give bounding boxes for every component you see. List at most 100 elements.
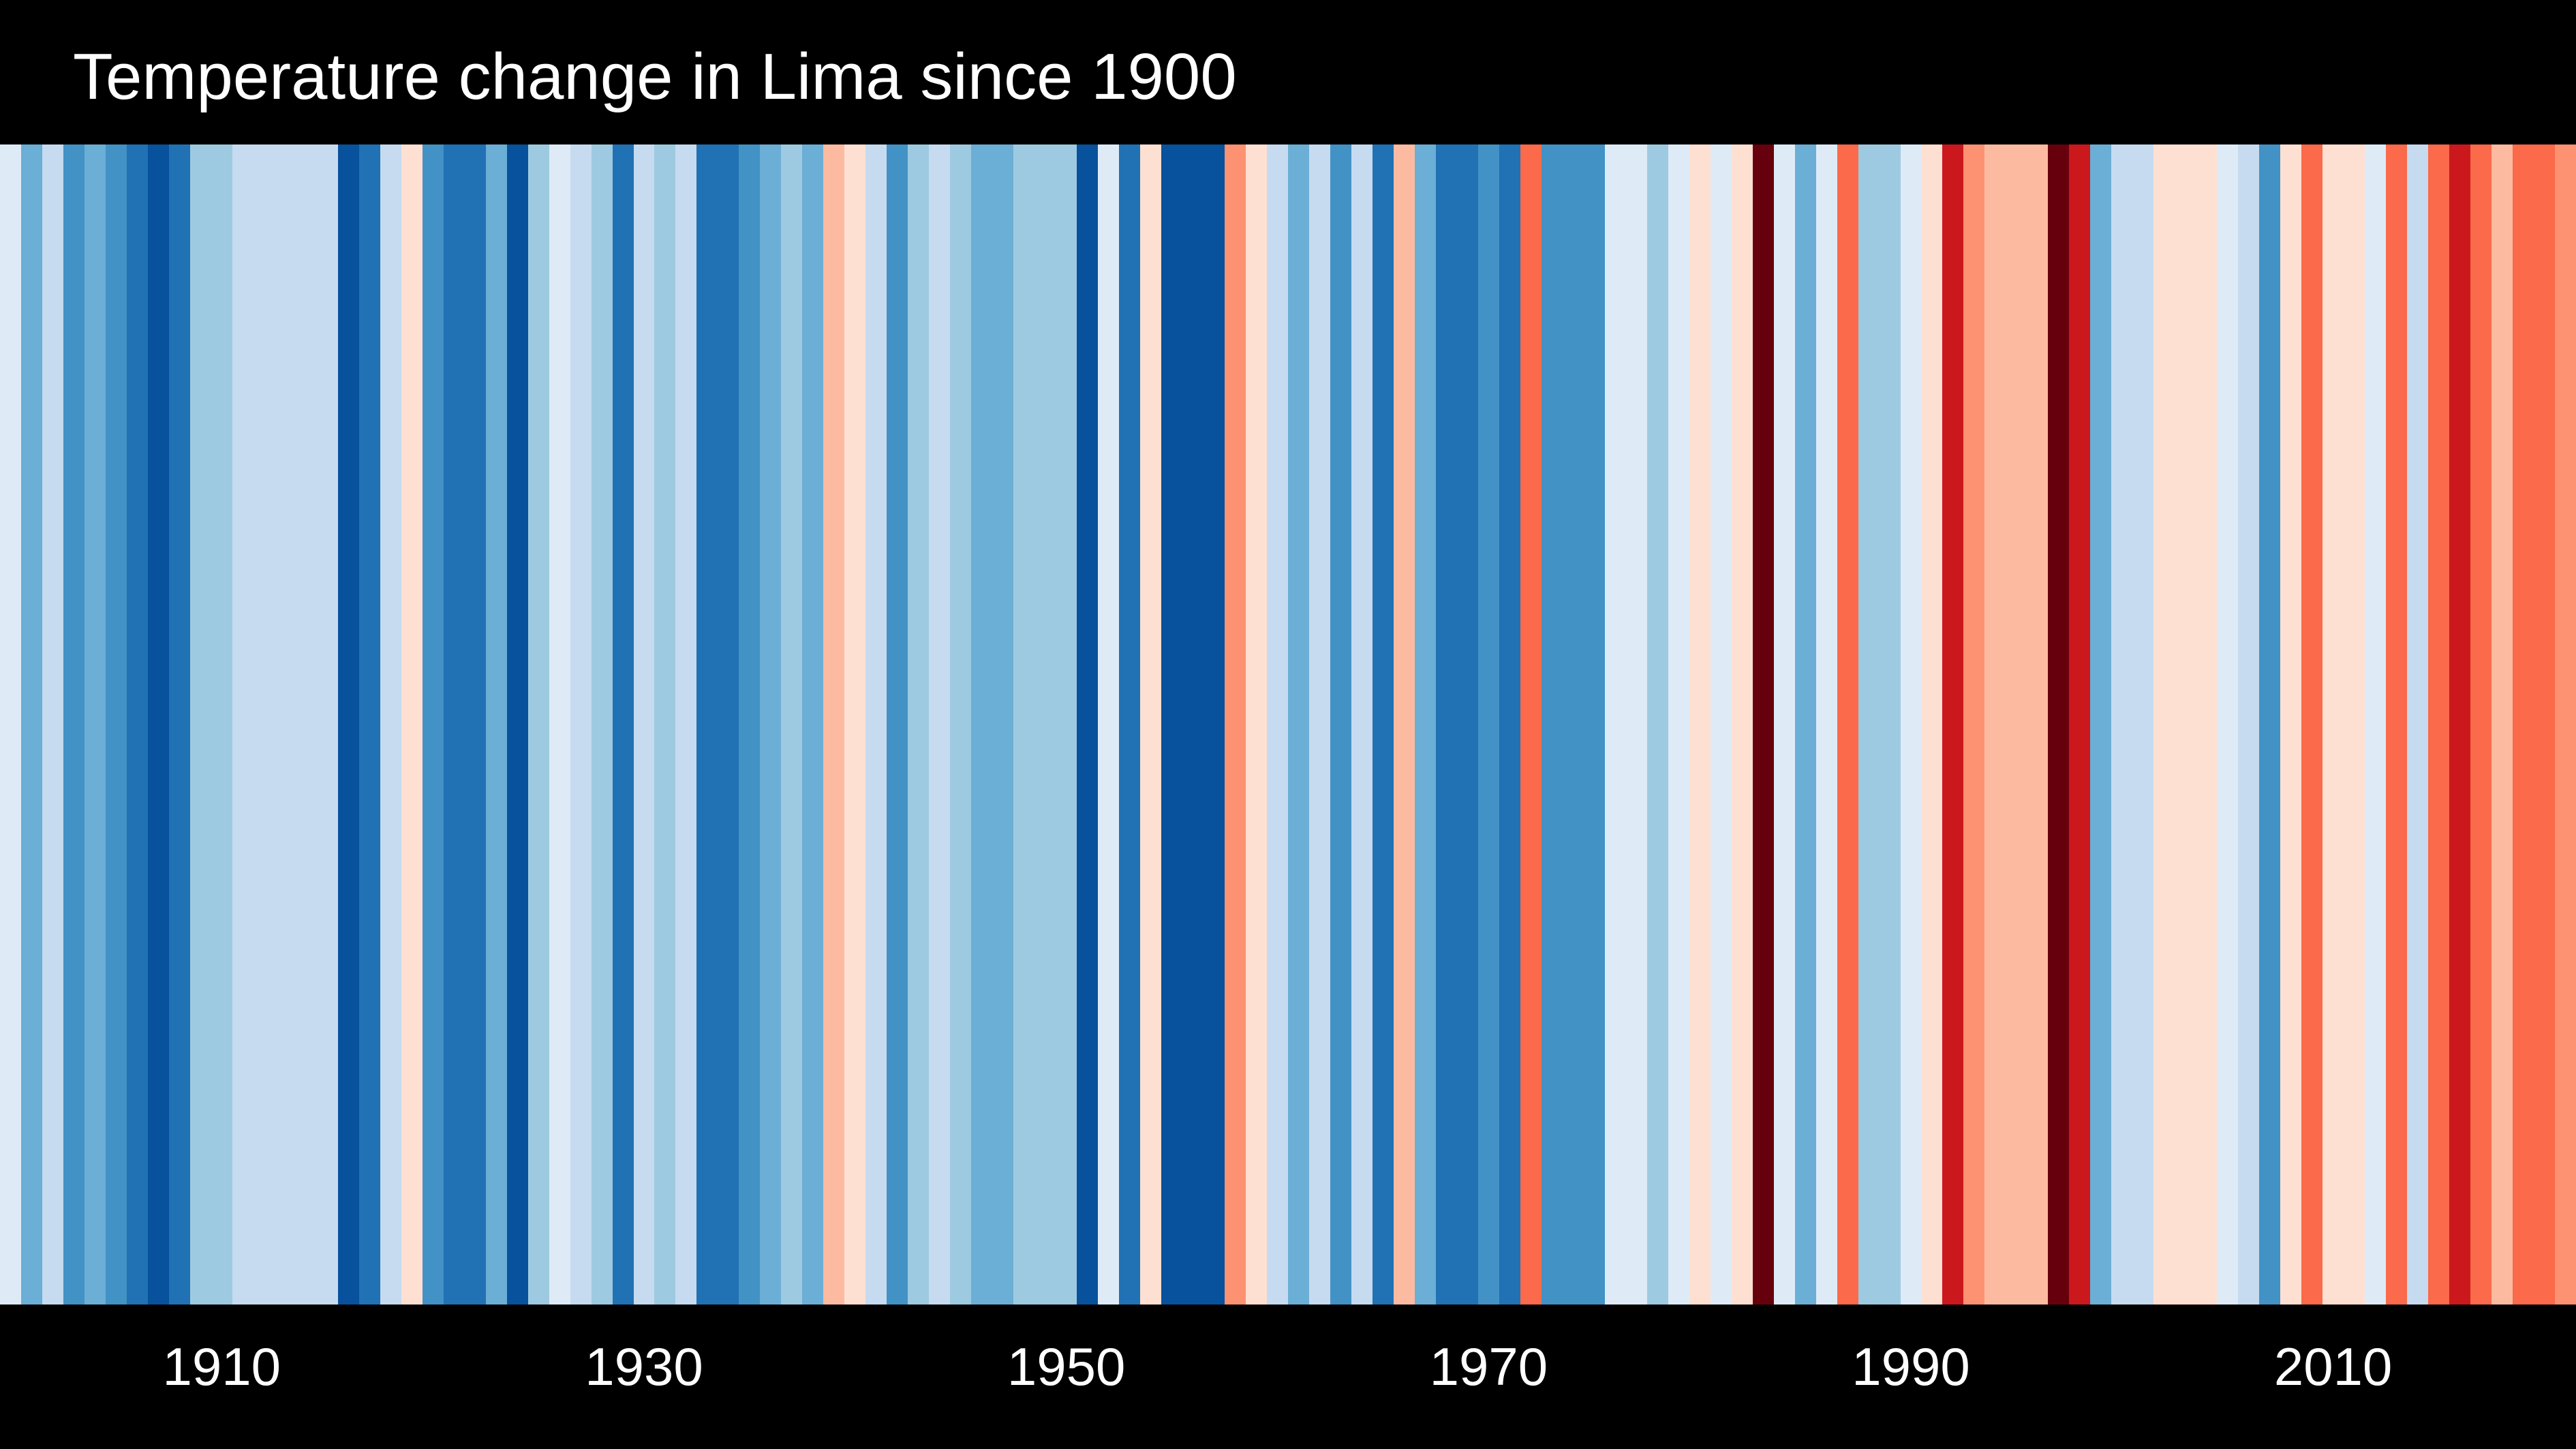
stripe-1933 [696, 144, 718, 1305]
x-tick-label: 1970 [1429, 1337, 1548, 1397]
stripe-1962 [1309, 144, 1331, 1305]
stripe-2021 [2555, 144, 2576, 1305]
stripe-1952 [1098, 144, 1120, 1305]
stripe-1910 [211, 144, 233, 1305]
x-axis: 1910 1930 1950 1970 1990 2010 [0, 1305, 2576, 1449]
stripe-1971 [1499, 144, 1521, 1305]
stripe-1960 [1267, 144, 1289, 1305]
stripe-1970 [1478, 144, 1500, 1305]
stripe-2005 [2217, 144, 2239, 1305]
stripe-1947 [992, 144, 1014, 1305]
chart-title: Temperature change in Lima since 1900 [73, 40, 1237, 113]
stripe-1963 [1330, 144, 1352, 1305]
stripe-1999 [2090, 144, 2112, 1305]
stripe-1904 [85, 144, 106, 1305]
stripe-1905 [106, 144, 127, 1305]
stripe-1955 [1161, 144, 1183, 1305]
stripe-2001 [2132, 144, 2154, 1305]
x-tick-label: 1990 [1852, 1337, 1970, 1397]
climate-stripes [0, 144, 2576, 1305]
stripe-1932 [675, 144, 697, 1305]
stripe-2002 [2153, 144, 2175, 1305]
stripe-1948 [1013, 144, 1035, 1305]
stripe-1949 [1034, 144, 1056, 1305]
stripe-2003 [2175, 144, 2196, 1305]
stripe-1911 [232, 144, 254, 1305]
stripe-1973 [1542, 144, 1563, 1305]
stripe-1998 [2069, 144, 2091, 1305]
stripe-1927 [570, 144, 592, 1305]
stripe-1964 [1351, 144, 1373, 1305]
stripe-2000 [2111, 144, 2133, 1305]
stripe-1992 [1942, 144, 1964, 1305]
stripe-1972 [1520, 144, 1542, 1305]
stripe-2009 [2301, 144, 2323, 1305]
stripe-1985 [1795, 144, 1817, 1305]
stripe-1965 [1373, 144, 1394, 1305]
stripe-2013 [2386, 144, 2408, 1305]
stripe-1939 [823, 144, 845, 1305]
x-tick-label: 2010 [2273, 1337, 2393, 1397]
stripe-1907 [148, 144, 170, 1305]
stripe-2018 [2491, 144, 2513, 1305]
stripe-1946 [971, 144, 993, 1305]
stripe-1954 [1140, 144, 1162, 1305]
stripe-2016 [2449, 144, 2471, 1305]
stripe-1908 [169, 144, 191, 1305]
stripe-1920 [423, 144, 444, 1305]
stripe-1951 [1077, 144, 1099, 1305]
stripe-1982 [1732, 144, 1753, 1305]
stripe-1959 [1246, 144, 1268, 1305]
stripe-1953 [1119, 144, 1141, 1305]
stripe-1975 [1584, 144, 1606, 1305]
stripe-1986 [1816, 144, 1838, 1305]
stripe-1925 [528, 144, 550, 1305]
stripe-1989 [1880, 144, 1901, 1305]
stripe-1976 [1605, 144, 1627, 1305]
stripe-2020 [2534, 144, 2556, 1305]
stripe-1909 [190, 144, 212, 1305]
stripe-1916 [338, 144, 360, 1305]
stripe-1979 [1668, 144, 1690, 1305]
stripe-1934 [718, 144, 739, 1305]
stripe-1995 [2006, 144, 2027, 1305]
stripe-1924 [507, 144, 529, 1305]
stripe-1993 [1963, 144, 1985, 1305]
stripe-1926 [549, 144, 571, 1305]
stripe-1942 [887, 144, 908, 1305]
stripe-2006 [2238, 144, 2260, 1305]
stripe-1994 [1984, 144, 2006, 1305]
stripe-1957 [1203, 144, 1225, 1305]
stripe-1958 [1225, 144, 1246, 1305]
stripe-2010 [2322, 144, 2344, 1305]
stripe-2019 [2513, 144, 2534, 1305]
stripe-1900 [0, 144, 22, 1305]
stripe-2011 [2344, 144, 2365, 1305]
stripe-1996 [2027, 144, 2049, 1305]
stripe-1988 [1858, 144, 1880, 1305]
stripe-1915 [317, 144, 339, 1305]
stripe-1931 [654, 144, 676, 1305]
stripe-1977 [1626, 144, 1648, 1305]
stripe-1929 [613, 144, 634, 1305]
stripe-1901 [21, 144, 43, 1305]
stripe-1918 [380, 144, 402, 1305]
stripe-1983 [1753, 144, 1775, 1305]
stripe-1974 [1563, 144, 1584, 1305]
stripe-1917 [359, 144, 381, 1305]
stripe-2008 [2280, 144, 2302, 1305]
stripe-1938 [802, 144, 824, 1305]
stripe-1936 [760, 144, 782, 1305]
stripe-1997 [2048, 144, 2070, 1305]
stripe-1978 [1647, 144, 1669, 1305]
stripe-1928 [592, 144, 613, 1305]
stripe-1941 [865, 144, 887, 1305]
stripe-2017 [2470, 144, 2492, 1305]
stripe-1968 [1436, 144, 1458, 1305]
stripe-1984 [1774, 144, 1796, 1305]
stripe-1902 [42, 144, 64, 1305]
stripe-1969 [1457, 144, 1479, 1305]
stripe-1940 [844, 144, 866, 1305]
stripe-1961 [1288, 144, 1310, 1305]
x-tick-label: 1950 [1007, 1337, 1126, 1397]
